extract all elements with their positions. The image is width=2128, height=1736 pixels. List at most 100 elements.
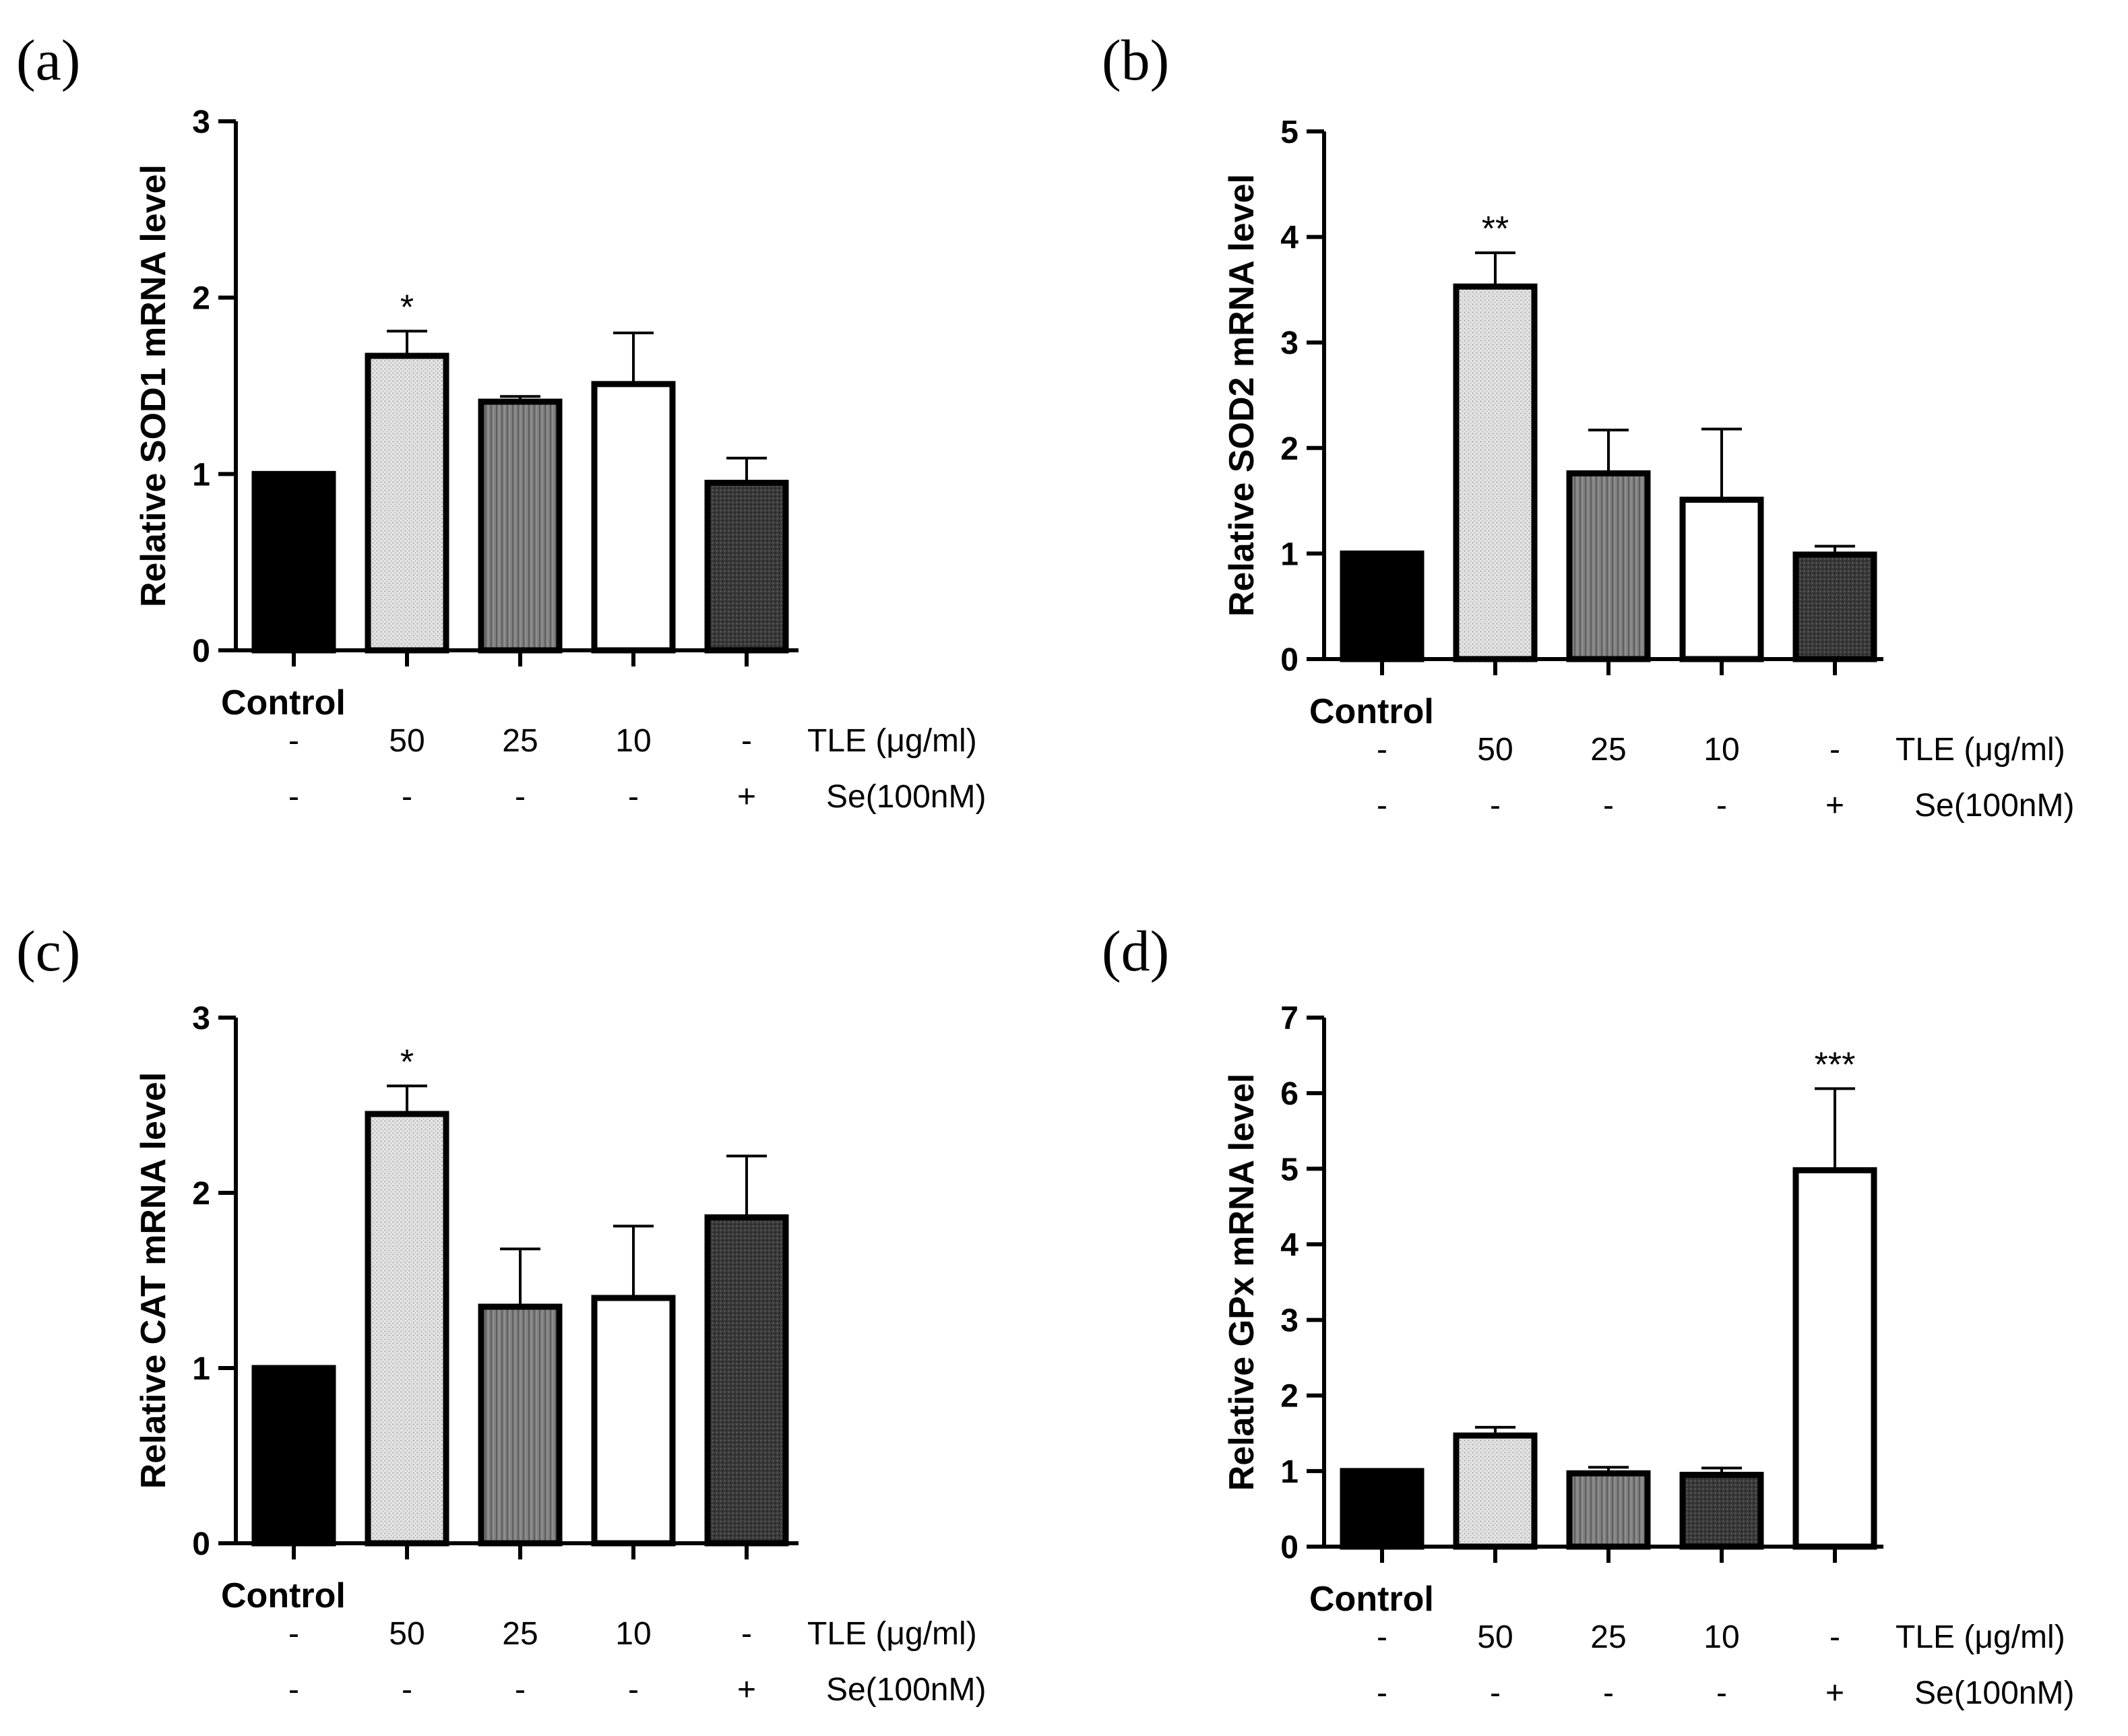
bar-4 [1792, 1167, 1877, 1550]
tle-value-2: 25 [502, 1616, 538, 1652]
tle-value-2: 25 [1590, 1619, 1626, 1655]
se-value-1: - [1490, 788, 1501, 824]
control-label: Control [221, 1576, 346, 1615]
significance-1: ** [1482, 210, 1509, 249]
tle-label: TLE (μg/ml) [1896, 732, 2065, 768]
tle-value-1: 50 [1477, 732, 1513, 768]
bar-3 [591, 1295, 676, 1547]
bar-1 [365, 352, 449, 654]
tle-label: TLE (μg/ml) [807, 723, 977, 759]
y-tick-label: 3 [192, 104, 210, 140]
y-tick-label: 3 [1280, 326, 1298, 361]
tle-value-4: - [1829, 732, 1840, 768]
bar-3 [1679, 1471, 1764, 1550]
se-value-1: - [402, 779, 412, 815]
tle-value-0: - [1377, 732, 1387, 768]
y-tick-label: 1 [1280, 1454, 1298, 1490]
se-label: Se(100nM) [826, 1672, 986, 1708]
se-value-0: - [288, 1672, 299, 1708]
se-value-4: + [737, 779, 756, 815]
panel-label: (d) [1102, 919, 1169, 983]
panel-a: (a)Relative SOD1 mRNA level0123*Control-… [16, 28, 986, 815]
y-tick-label: 0 [1280, 642, 1298, 678]
tle-value-4: - [741, 1616, 752, 1652]
se-value-2: - [515, 779, 526, 815]
tle-value-3: 10 [1703, 732, 1739, 768]
tle-value-2: 25 [502, 723, 538, 759]
y-tick-label: 2 [192, 1176, 210, 1212]
y-tick-label: 5 [1280, 1152, 1298, 1187]
se-value-0: - [1377, 788, 1387, 824]
tle-value-1: 50 [389, 1616, 425, 1652]
tle-value-3: 10 [615, 1616, 651, 1652]
y-tick-label: 6 [1280, 1076, 1298, 1112]
y-axis-label: Relative SOD2 mRNA level [1222, 174, 1261, 617]
tle-value-0: - [288, 1616, 299, 1652]
se-value-4: + [1825, 788, 1844, 824]
y-axis-label: Relative GPx mRNA level [1222, 1074, 1261, 1491]
bar-4 [704, 1214, 789, 1547]
y-axis-label: Relative CAT mRNA level [134, 1072, 173, 1489]
control-label: Control [1309, 692, 1434, 731]
tle-value-4: - [1829, 1619, 1840, 1655]
control-label: Control [1309, 1580, 1434, 1619]
y-tick-label: 0 [1280, 1530, 1298, 1566]
y-tick-label: 5 [1280, 115, 1298, 150]
y-tick-label: 7 [1280, 1001, 1298, 1036]
bar-0 [251, 470, 336, 654]
bar-2 [478, 398, 563, 654]
se-value-3: - [628, 1672, 639, 1708]
se-label: Se(100nM) [1914, 1675, 2074, 1711]
tle-value-3: 10 [615, 723, 651, 759]
y-tick-label: 4 [1280, 1227, 1298, 1263]
bar-0 [1340, 1468, 1425, 1550]
bar-2 [478, 1303, 563, 1547]
tle-value-2: 25 [1590, 732, 1626, 768]
bar-0 [251, 1365, 336, 1547]
bar-2 [1566, 1470, 1651, 1550]
panel-b: (b) Relative SOD2 mRNA level 0 1 2 3 4 5 ** Contr… [1102, 28, 2074, 824]
y-tick-label: 0 [192, 633, 210, 669]
control-label: Control [221, 683, 346, 722]
tle-value-0: - [288, 723, 299, 759]
se-label: Se(100nM) [826, 779, 986, 815]
bar-3 [1679, 497, 1764, 662]
y-tick-label: 4 [1280, 220, 1298, 256]
y-tick-label: 2 [192, 281, 210, 317]
bar-1 [1453, 283, 1538, 662]
se-value-1: - [1490, 1675, 1501, 1711]
y-tick-label: 1 [192, 457, 210, 493]
panel-label: (b) [1102, 28, 1169, 92]
bar-1 [365, 1111, 449, 1547]
panel-label: (c) [16, 919, 80, 983]
tle-value-3: 10 [1703, 1619, 1739, 1655]
se-value-2: - [1603, 1675, 1614, 1711]
se-value-3: - [1716, 1675, 1727, 1711]
se-label: Se(100nM) [1914, 788, 2074, 824]
se-value-0: - [288, 779, 299, 815]
se-value-2: - [1603, 788, 1614, 824]
se-value-1: - [402, 1672, 412, 1708]
bar-4 [704, 479, 789, 654]
tle-label: TLE (μg/ml) [1896, 1619, 2065, 1655]
y-tick-label: 2 [1280, 1379, 1298, 1415]
y-tick-label: 2 [1280, 431, 1298, 467]
se-value-0: - [1377, 1675, 1387, 1711]
bar-1 [1453, 1432, 1538, 1550]
tle-label: TLE (μg/ml) [807, 1616, 977, 1652]
se-value-3: - [1716, 788, 1727, 824]
y-tick-label: 1 [1280, 536, 1298, 572]
panel-d: (d) Relative GPx mRNA level 0 1 2 3 4 5 6 7 *** Con… [1102, 919, 2074, 1711]
bar-3 [591, 381, 676, 654]
tle-value-0: - [1377, 1619, 1387, 1655]
se-value-4: + [1825, 1675, 1844, 1711]
bar-0 [1340, 550, 1425, 662]
se-value-4: + [737, 1672, 756, 1708]
se-value-2: - [515, 1672, 526, 1708]
significance-1: * [400, 288, 414, 327]
y-tick-label: 1 [192, 1351, 210, 1387]
y-tick-label: 3 [192, 1001, 210, 1036]
significance-4: *** [1815, 1045, 1856, 1084]
